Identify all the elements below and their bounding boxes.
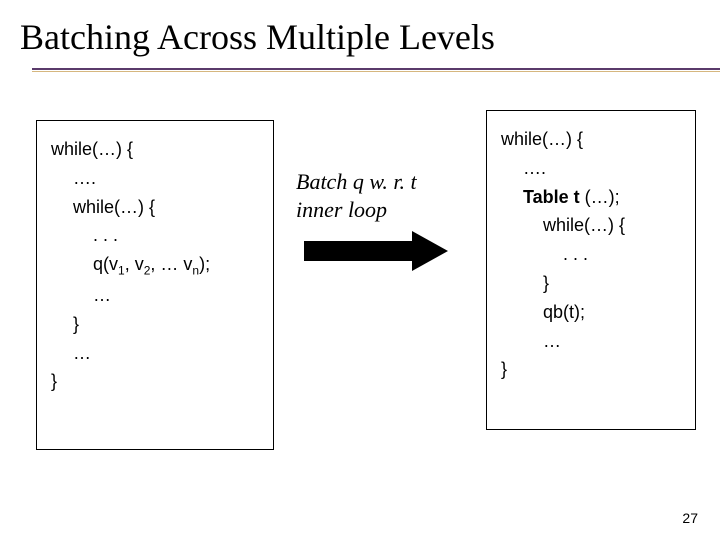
code-fragment: , v	[125, 254, 144, 274]
arrow-icon	[304, 233, 454, 269]
batch-label: Batch q w. r. t inner loop	[296, 168, 472, 223]
code-line: …	[51, 339, 263, 368]
middle-annotation: Batch q w. r. t inner loop	[296, 168, 472, 269]
code-line: }	[501, 359, 507, 379]
code-line: }	[501, 269, 685, 298]
code-line: q(v1, v2, … vn);	[51, 250, 263, 281]
title-underline	[32, 68, 720, 72]
code-fragment: , … v	[150, 254, 192, 274]
arrow-stem	[304, 241, 414, 261]
code-line: while(…) {	[51, 139, 133, 159]
code-fragment: );	[199, 254, 210, 274]
code-line: qb(t);	[501, 298, 685, 327]
subscript: 1	[118, 264, 125, 278]
code-line: ….	[51, 164, 263, 193]
code-fragment: q(v	[93, 254, 118, 274]
code-line: }	[51, 371, 57, 391]
label-line: inner loop	[296, 197, 387, 222]
left-code-box: while(…) { …. while(…) { . . . q(v1, v2,…	[36, 120, 274, 450]
label-line: Batch q w. r. t	[296, 169, 417, 194]
code-bold: Table t	[523, 187, 580, 207]
code-line: ….	[501, 154, 685, 183]
title-area: Batching Across Multiple Levels	[0, 0, 720, 72]
code-line: while(…) {	[501, 129, 583, 149]
code-line: Table t (…);	[501, 183, 685, 212]
content-area: while(…) { …. while(…) { . . . q(v1, v2,…	[0, 110, 720, 490]
page-number: 27	[682, 510, 698, 526]
code-line: . . .	[51, 221, 263, 250]
slide-title: Batching Across Multiple Levels	[20, 18, 720, 58]
right-code-box: while(…) { …. Table t (…); while(…) { . …	[486, 110, 696, 430]
code-line: …	[51, 281, 263, 310]
arrow-head	[412, 231, 448, 271]
code-fragment: (…);	[580, 187, 620, 207]
slide: Batching Across Multiple Levels while(…)…	[0, 0, 720, 540]
code-line: while(…) {	[501, 211, 685, 240]
code-line: . . .	[501, 240, 685, 269]
code-line: …	[501, 327, 685, 356]
code-line: }	[51, 310, 263, 339]
code-line: while(…) {	[51, 193, 263, 222]
